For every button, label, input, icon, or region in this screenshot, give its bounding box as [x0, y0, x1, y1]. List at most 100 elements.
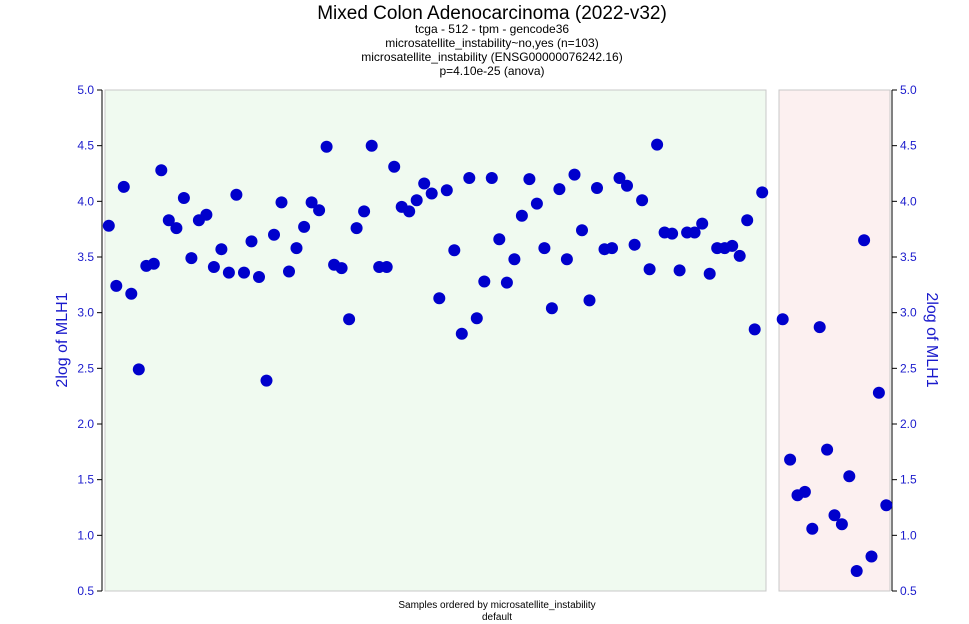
y-tick-label-right: 3.5: [900, 250, 917, 264]
chart-subtitle-2: microsatellite_instability~no,yes (n=103…: [385, 36, 598, 50]
data-point: [651, 138, 664, 151]
y-tick-label-left: 3.0: [77, 306, 94, 320]
data-point: [102, 219, 115, 232]
data-point: [222, 266, 235, 279]
data-point: [245, 235, 258, 248]
data-point: [545, 302, 558, 315]
data-point: [858, 234, 871, 247]
data-point: [568, 168, 581, 181]
data-point: [343, 313, 356, 326]
data-point: [523, 173, 536, 186]
y-tick-label-right: 3.0: [900, 306, 917, 320]
data-point: [880, 499, 893, 512]
data-point: [500, 276, 513, 289]
data-point: [538, 242, 551, 255]
data-point: [388, 160, 401, 173]
y-axis-label-right: 2log of MLH1: [923, 292, 940, 387]
data-point: [576, 224, 588, 237]
data-point: [117, 180, 130, 193]
chart-subtitle-3: microsatellite_instability (ENSG00000076…: [361, 50, 622, 64]
y-tick-label-left: 0.5: [77, 584, 94, 598]
y-tick-label-right: 2.5: [900, 361, 917, 375]
data-point: [673, 264, 686, 277]
data-point: [350, 222, 363, 235]
data-point: [470, 312, 483, 325]
y-tick-label-right: 1.5: [900, 473, 917, 487]
data-point: [305, 196, 318, 209]
y-tick-label-right: 4.5: [900, 139, 917, 153]
data-point: [776, 313, 789, 326]
data-point: [455, 327, 468, 340]
data-point: [865, 550, 878, 563]
data-point: [238, 266, 250, 279]
data-point: [110, 279, 123, 292]
data-point: [425, 187, 438, 200]
y-tick-label-left: 1.5: [77, 473, 94, 487]
data-point: [290, 242, 303, 255]
y-tick-label-left: 2.0: [77, 417, 94, 431]
data-point: [403, 205, 416, 218]
y-tick-label-left: 1.0: [77, 528, 94, 542]
data-point: [155, 164, 168, 177]
data-point: [185, 252, 198, 265]
data-point: [283, 265, 295, 278]
data-point: [275, 196, 288, 209]
y-tick-label-right: 1.0: [900, 528, 917, 542]
data-point: [733, 249, 746, 262]
data-point: [335, 262, 348, 275]
data-point: [207, 261, 220, 273]
data-point: [200, 208, 213, 221]
data-point: [418, 177, 431, 190]
y-tick-label-left: 3.5: [77, 250, 94, 264]
data-point: [850, 565, 863, 577]
data-point: [643, 263, 656, 276]
data-point: [688, 226, 701, 239]
data-point: [553, 183, 566, 196]
x-axis-label: Samples ordered by microsatellite_instab…: [398, 600, 595, 611]
data-point: [253, 271, 265, 283]
data-point: [828, 509, 841, 522]
data-point: [485, 172, 498, 184]
data-point: [756, 186, 769, 199]
data-point: [162, 214, 175, 227]
data-point: [530, 197, 543, 210]
data-point: [132, 363, 145, 376]
data-point: [508, 253, 521, 266]
chart-subtitle-1: tcga - 512 - tpm - gencode36: [415, 22, 569, 36]
data-point: [433, 292, 446, 305]
y-tick-label-right: 4.0: [900, 194, 917, 208]
group-panels: [104, 89, 891, 592]
data-point: [606, 242, 618, 255]
data-point: [666, 227, 679, 240]
y-axis-label-left: 2log of MLH1: [54, 292, 71, 387]
data-point: [583, 294, 596, 307]
data-point: [784, 453, 797, 466]
axes: 0.5 0.5 1.0 1.0 1.5 1.5 2.0 2.0 2.5 2.5 3.0 3.0 3.5 3…: [77, 83, 917, 598]
data-point: [696, 217, 709, 230]
y-tick-label-left: 4.0: [77, 194, 94, 208]
data-point: [463, 172, 476, 184]
data-point: [268, 228, 280, 241]
data-point: [515, 209, 528, 222]
chart-title: Mixed Colon Adenocarcinoma (2022-v32): [317, 3, 667, 24]
y-tick-label-right: 2.0: [900, 417, 917, 431]
data-point: [843, 470, 856, 483]
data-point: [313, 204, 326, 217]
data-point: [560, 253, 573, 266]
data-point: [125, 287, 138, 300]
data-point: [440, 184, 453, 197]
data-point: [298, 220, 311, 233]
data-point: [493, 233, 506, 246]
group-panel-2: [778, 89, 891, 592]
data-point: [636, 194, 649, 207]
data-point: [806, 522, 819, 535]
data-point: [147, 257, 160, 270]
y-tick-label-left: 5.0: [77, 83, 94, 97]
data-point: [215, 243, 228, 256]
data-point: [798, 485, 811, 498]
data-point: [813, 321, 826, 334]
data-point: [260, 374, 273, 387]
data-point: [621, 179, 633, 192]
data-point: [591, 182, 603, 194]
data-point: [872, 386, 885, 399]
